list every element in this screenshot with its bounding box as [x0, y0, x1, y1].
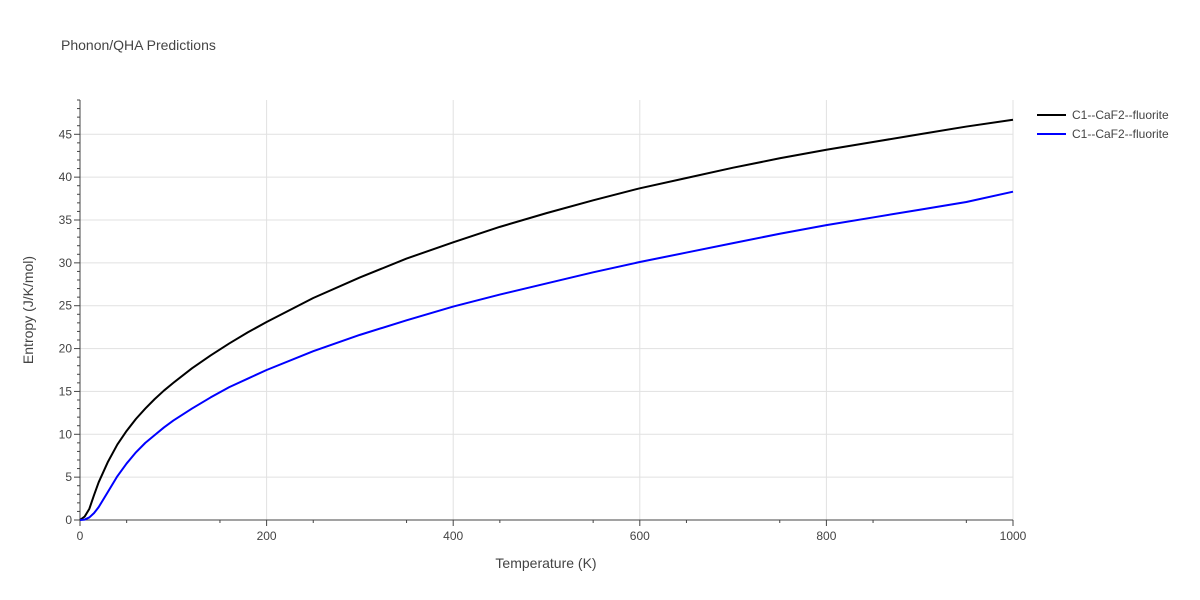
y-axis-label: Entropy (J/K/mol): [20, 256, 36, 364]
y-tick-label: 35: [59, 213, 73, 227]
x-tick-label: 400: [443, 529, 463, 543]
legend-label-2[interactable]: C1--CaF2--fluorite: [1072, 127, 1169, 141]
grid-lines: [80, 100, 1014, 520]
chart-title: Phonon/QHA Predictions: [61, 37, 216, 53]
y-tick-label: 25: [59, 299, 73, 313]
y-tick-label: 0: [65, 513, 72, 527]
x-tick-label: 800: [816, 529, 836, 543]
series-lines: [79, 118, 1014, 521]
x-tick-label: 1000: [1000, 529, 1027, 543]
series-line-2: [79, 190, 1014, 521]
y-tick-label: 30: [59, 256, 73, 270]
y-tick-label: 20: [59, 342, 73, 356]
legend: C1--CaF2--fluorite C1--CaF2--fluorite: [1037, 108, 1169, 141]
y-tick-label: 10: [59, 427, 73, 441]
x-tick-label: 600: [630, 529, 650, 543]
y-tick-label: 40: [59, 170, 73, 184]
y-tick-label: 15: [59, 384, 73, 398]
y-tick-label: 5: [65, 470, 72, 484]
y-tick-label: 45: [59, 127, 73, 141]
axes: 0 200 400 600 800 1000 0 5 10 15 20 25 30 35 40 45: [59, 99, 1027, 543]
legend-label-1[interactable]: C1--CaF2--fluorite: [1072, 108, 1169, 122]
x-tick-label: 200: [257, 529, 277, 543]
x-tick-label: 0: [77, 529, 84, 543]
x-axis-label: Temperature (K): [495, 555, 596, 571]
series-line-1: [79, 118, 1014, 521]
